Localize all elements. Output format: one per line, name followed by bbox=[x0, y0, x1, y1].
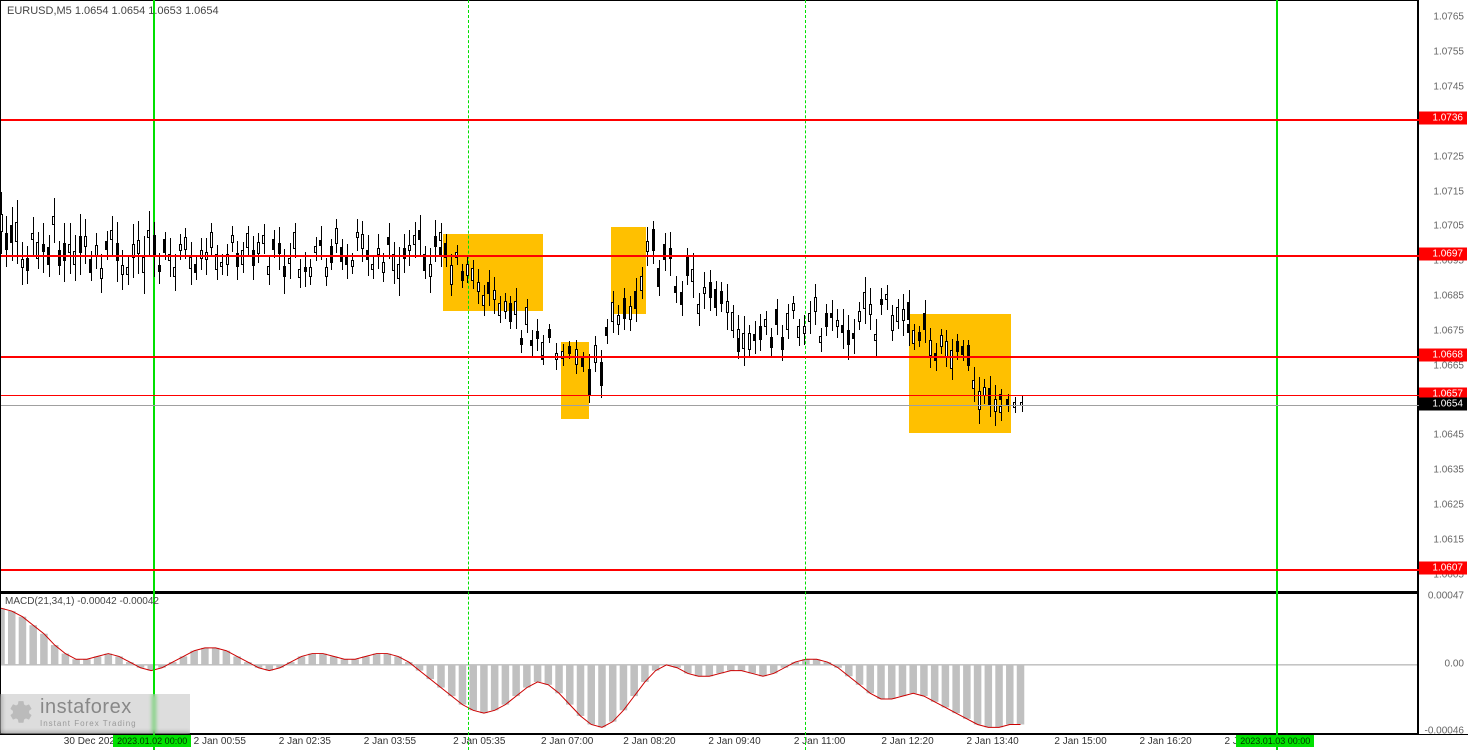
x-tick: 2 Jan 12:20 bbox=[881, 736, 933, 747]
y-tick: 1.0615 bbox=[1433, 534, 1464, 545]
price-level-label: 1.0668 bbox=[1419, 349, 1467, 362]
x-tick: 2 Jan 13:40 bbox=[966, 736, 1018, 747]
x-tick: 2 Jan 09:40 bbox=[708, 736, 760, 747]
price-level-label: 1.0736 bbox=[1419, 112, 1467, 125]
x-tick: 2 Jan 03:55 bbox=[364, 736, 416, 747]
price-y-axis: 1.06051.06151.06251.06351.06451.06551.06… bbox=[1418, 0, 1468, 592]
y-tick: 1.0745 bbox=[1433, 82, 1464, 93]
session-date-badge: 2023.01.02 00:00 bbox=[113, 735, 191, 747]
price-level-line bbox=[1, 405, 1419, 406]
x-tick: 30 Dec 2022 bbox=[64, 736, 121, 747]
price-level-line bbox=[1, 395, 1419, 396]
y-tick: 1.0725 bbox=[1433, 151, 1464, 162]
macd-panel[interactable]: MACD(21,34,1) -0.00042 -0.00042 bbox=[0, 592, 1418, 734]
y-tick: 1.0635 bbox=[1433, 465, 1464, 476]
price-level-label: 1.0607 bbox=[1419, 561, 1467, 574]
y-tick: 1.0765 bbox=[1433, 12, 1464, 23]
watermark-main: instaforex bbox=[40, 696, 137, 719]
macd-y-tick: 0.00047 bbox=[1428, 591, 1464, 602]
price-level-line bbox=[1, 569, 1419, 571]
macd-plot bbox=[1, 594, 1417, 733]
session-date-badge: 2023.01.03 00:00 bbox=[1236, 735, 1314, 747]
price-level-label: 1.0654 bbox=[1419, 397, 1467, 410]
y-tick: 1.0665 bbox=[1433, 360, 1464, 371]
x-tick: 2 Jan 11:00 bbox=[794, 736, 846, 747]
y-tick: 1.0715 bbox=[1433, 186, 1464, 197]
chart-title: EURUSD,M5 1.0654 1.0654 1.0653 1.0654 bbox=[7, 5, 219, 17]
watermark: instaforex Instant Forex Trading bbox=[0, 692, 145, 732]
x-tick: 2 Jan 16:20 bbox=[1139, 736, 1191, 747]
x-tick: 2 Jan 00:55 bbox=[194, 736, 246, 747]
price-chart-panel[interactable]: EURUSD,M5 1.0654 1.0654 1.0653 1.0654 bbox=[0, 0, 1418, 592]
macd-y-tick: 0.00 bbox=[1445, 659, 1464, 670]
watermark-sub: Instant Forex Trading bbox=[40, 719, 137, 728]
x-tick: 2 Jan 08:20 bbox=[623, 736, 675, 747]
gear-icon bbox=[8, 699, 34, 725]
y-tick: 1.0685 bbox=[1433, 291, 1464, 302]
y-tick: 1.0675 bbox=[1433, 325, 1464, 336]
price-level-line bbox=[1, 356, 1419, 358]
macd-y-axis: 0.000470.00-0.00046 bbox=[1418, 592, 1468, 734]
x-tick: 2 Jan 15:00 bbox=[1054, 736, 1106, 747]
y-tick: 1.0755 bbox=[1433, 47, 1464, 58]
price-level-label: 1.0697 bbox=[1419, 248, 1467, 261]
y-tick: 1.0625 bbox=[1433, 499, 1464, 510]
price-level-line bbox=[1, 255, 1419, 257]
x-tick: 2 Jan 02:35 bbox=[279, 736, 331, 747]
y-tick: 1.0705 bbox=[1433, 221, 1464, 232]
macd-title: MACD(21,34,1) -0.00042 -0.00042 bbox=[5, 596, 159, 607]
y-tick: 1.0645 bbox=[1433, 430, 1464, 441]
price-level-line bbox=[1, 119, 1419, 121]
x-tick: 2 Jan 05:35 bbox=[453, 736, 505, 747]
candle-area bbox=[1, 1, 1417, 591]
x-tick: 2 Jan 07:00 bbox=[541, 736, 593, 747]
